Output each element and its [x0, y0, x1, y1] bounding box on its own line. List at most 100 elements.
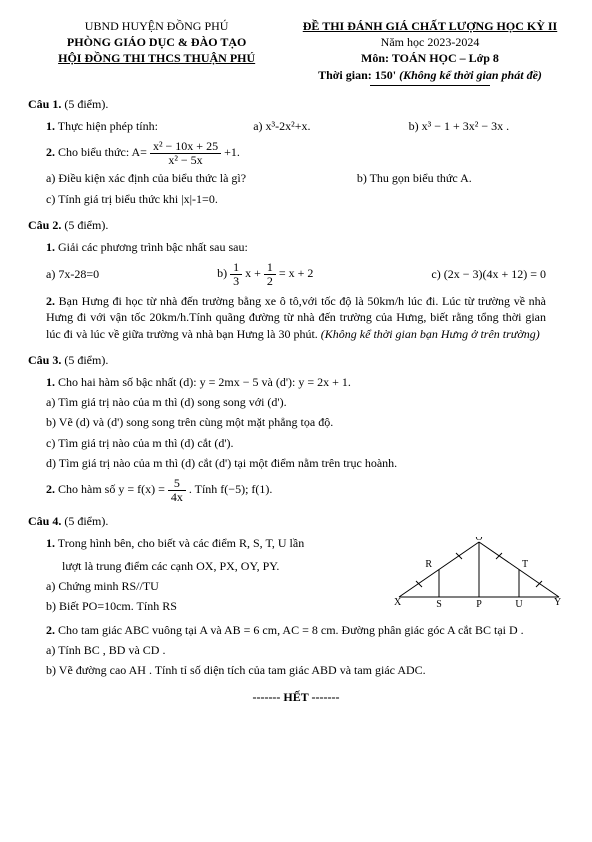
- dept-line-3: HỘI ĐỒNG THI THCS THUẬN PHÚ: [28, 50, 285, 66]
- q3-points: (5 điểm).: [61, 353, 108, 367]
- q3-2-num: 2.: [46, 482, 55, 496]
- question-3: Câu 3. (5 điểm). 1. Cho hai hàm số bậc n…: [28, 352, 564, 503]
- q2-b-frac1: 1 3: [230, 261, 242, 287]
- q3-2-text1: Cho hàm số y = f(x) =: [58, 482, 168, 496]
- q2-item1: 1. Giải các phương trình bậc nhất sau sa…: [46, 239, 564, 255]
- exam-title: ĐỀ THI ĐÁNH GIÁ CHẤT LƯỢNG HỌC KỲ II: [296, 18, 564, 34]
- school-year: Năm học 2023-2024: [296, 34, 564, 50]
- subject: Môn: TOÁN HỌC – Lớp 8: [296, 50, 564, 66]
- question-1: Câu 1. (5 điểm). 1. Thực hiện phép tính:…: [28, 96, 564, 207]
- q3-item1: 1. Cho hai hàm số bậc nhất (d): y = 2mx …: [46, 374, 564, 390]
- lbl-Y: Y: [554, 597, 561, 607]
- q1-2-frac-top: x² − 10x + 25: [150, 140, 221, 154]
- geometry-figure: O R T X S P U Y: [394, 529, 564, 616]
- time-label: Thời gian: 150': [318, 68, 399, 82]
- q1-1-text: Thực hiện phép tính:: [58, 119, 158, 133]
- q1-1b-expr: x³ − 1 + 3x² − 3x .: [422, 119, 510, 133]
- q1-2-frac-bot: x² − 5x: [150, 154, 221, 167]
- q1-1b-label: b): [409, 119, 422, 133]
- q2-a: a) 7x-28=0: [46, 266, 99, 282]
- q2-b-after: = x + 2: [279, 266, 314, 280]
- q3-item2: 2. Cho hàm số y = f(x) = 5 4x . Tính f(−…: [46, 477, 564, 503]
- q2-b: b) 1 3 x + 1 2 = x + 2: [217, 261, 313, 287]
- q4-2-num: 2.: [46, 623, 55, 637]
- q1-1a: a) x³-2x²+x.: [253, 118, 398, 134]
- end-marker: ------- HẾT -------: [28, 689, 564, 705]
- header-underline: [370, 85, 490, 86]
- lbl-T: T: [522, 559, 528, 570]
- q1-1b: b) x³ − 1 + 3x² − 3x .: [409, 118, 564, 134]
- lbl-X: X: [394, 597, 402, 607]
- q1-1-num: 1.: [46, 119, 55, 133]
- header-left: UBND HUYỆN ĐỒNG PHÚ PHÒNG GIÁO DỤC & ĐÀO…: [28, 18, 285, 86]
- q3-title: Câu 3.: [28, 353, 61, 367]
- q1-1a-expr: x³-2x²+x.: [266, 119, 311, 133]
- lbl-P: P: [476, 599, 482, 607]
- triangle-diagram: O R T X S P U Y: [394, 537, 564, 607]
- time-note: (Không kể thời gian phát đề): [399, 68, 542, 82]
- q2-b-label: b): [217, 266, 230, 280]
- q2-abc: a) 7x-28=0 b) 1 3 x + 1 2 = x + 2 c) (2x…: [46, 261, 546, 287]
- q3-c: c) Tìm giá trị nào của m thì (d) cắt (d'…: [46, 435, 564, 451]
- q2-b-mid: x +: [245, 266, 264, 280]
- q2-title: Câu 2.: [28, 218, 61, 232]
- q1-2-text: Cho biểu thức: A=: [58, 145, 147, 159]
- q1-points: (5 điểm).: [61, 97, 108, 111]
- q4-c: a) Tính BC , BD và CD .: [46, 642, 564, 658]
- q2-b-f1-bot: 3: [230, 275, 242, 288]
- q2-b-frac2: 1 2: [264, 261, 276, 287]
- q4-item2: 2. Cho tam giác ABC vuông tại A và AB = …: [46, 622, 564, 638]
- q4-item1: 1. Trong hình bên, cho biết và các điểm …: [46, 535, 394, 551]
- q1-item1: 1. Thực hiện phép tính: a) x³-2x²+x. b) …: [46, 118, 564, 134]
- q1-1-left: 1. Thực hiện phép tính:: [46, 118, 243, 134]
- q1-a: a) Điều kiện xác định của biểu thức là g…: [46, 170, 336, 186]
- dept-line-2: PHÒNG GIÁO DỤC & ĐÀO TẠO: [28, 34, 285, 50]
- q2-b-f1-top: 1: [230, 261, 242, 275]
- q2-1-text: Giải các phương trình bậc nhất sau sau:: [58, 240, 248, 254]
- q1-2-num: 2.: [46, 145, 55, 159]
- dept-line-1: UBND HUYỆN ĐỒNG PHÚ: [28, 18, 285, 34]
- q2-2-ital: (Không kể thời gian bạn Hưng ở trên trườ…: [321, 327, 540, 341]
- q3-d: d) Tìm giá trị nào của m thì (d) cắt (d'…: [46, 455, 564, 471]
- lbl-O: O: [475, 537, 482, 543]
- q3-2-frac: 5 4x: [168, 477, 186, 503]
- q4-d: b) Vẽ đường cao AH . Tính tỉ số diện tíc…: [46, 662, 564, 678]
- q3-1-text: Cho hai hàm số bậc nhất (d): y = 2mx − 5…: [58, 375, 351, 389]
- q4-left: 1. Trong hình bên, cho biết và các điểm …: [28, 529, 394, 616]
- q3-1-num: 1.: [46, 375, 55, 389]
- q2-b-f2-top: 1: [264, 261, 276, 275]
- q4-2-text: Cho tam giác ABC vuông tại A và AB = 6 c…: [58, 623, 524, 637]
- q4-points: (5 điểm).: [61, 514, 108, 528]
- q2-b-f2-bot: 2: [264, 275, 276, 288]
- q4-title: Câu 4.: [28, 514, 61, 528]
- q3-b: b) Vẽ (d) và (d') song song trên cùng mộ…: [46, 414, 564, 430]
- q2-points: (5 điểm).: [61, 218, 108, 232]
- q4-b: b) Biết PO=10cm. Tính RS: [46, 598, 394, 614]
- time-line: Thời gian: 150' (Không kể thời gian phát…: [296, 67, 564, 83]
- header: UBND HUYỆN ĐỒNG PHÚ PHÒNG GIÁO DỤC & ĐÀO…: [28, 18, 564, 86]
- q1-2-frac: x² − 10x + 25 x² − 5x: [150, 140, 221, 166]
- lbl-S: S: [436, 599, 442, 607]
- q4-a: a) Chứng minh RS//TU: [46, 578, 394, 594]
- lbl-U: U: [515, 599, 523, 607]
- q2-1-num: 1.: [46, 240, 55, 254]
- q1-2-plus: +1.: [224, 145, 240, 159]
- q4-1-num: 1.: [46, 536, 55, 550]
- q3-2-text2: . Tính f(−5); f(1).: [189, 482, 273, 496]
- q4-1-text2: lượt là trung điểm các cạnh OX, PX, OY, …: [62, 558, 394, 574]
- q1-title: Câu 1.: [28, 97, 61, 111]
- q3-a: a) Tìm giá trị nào của m thì (d) song so…: [46, 394, 564, 410]
- q1-c: c) Tính giá trị biểu thức khi |x|-1=0.: [46, 191, 564, 207]
- q1-item2: 2. Cho biểu thức: A= x² − 10x + 25 x² − …: [46, 140, 564, 166]
- lbl-R: R: [425, 559, 432, 570]
- q2-2-num: 2.: [46, 294, 55, 308]
- q4-row: 1. Trong hình bên, cho biết và các điểm …: [28, 529, 564, 616]
- q2-item2: 2. Bạn Hưng đi học từ nhà đến trường bằn…: [46, 293, 546, 342]
- q4-1-text1: Trong hình bên, cho biết và các điểm R, …: [58, 536, 304, 550]
- q1-1a-label: a): [253, 119, 265, 133]
- q1-ab-row: a) Điều kiện xác định của biểu thức là g…: [46, 170, 564, 186]
- q3-2-frac-top: 5: [168, 477, 186, 491]
- q2-c: c) (2x − 3)(4x + 12) = 0: [431, 266, 546, 282]
- question-4: Câu 4. (5 điểm). 1. Trong hình bên, cho …: [28, 513, 564, 679]
- q1-b: b) Thu gọn biểu thức A.: [357, 170, 564, 186]
